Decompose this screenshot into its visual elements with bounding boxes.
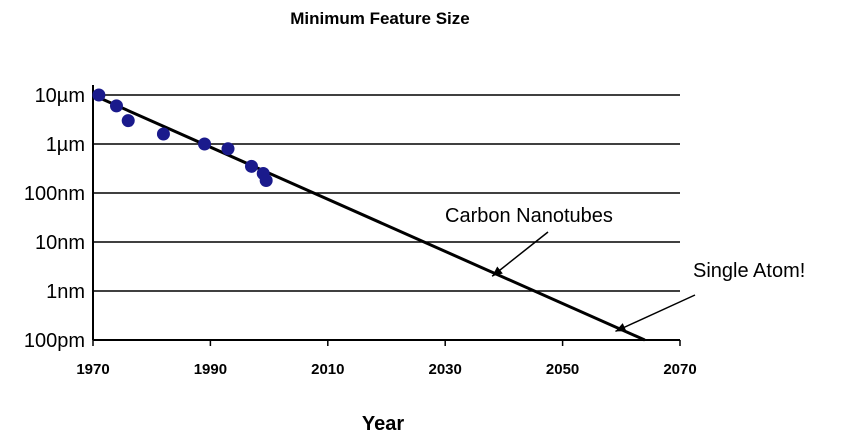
x-tick-label: 2030 (429, 361, 462, 378)
y-tick-label: 100pm (24, 330, 85, 352)
x-axis-ticks: 1970 1990 2010 2030 2050 2070 (76, 340, 697, 378)
data-point (198, 137, 212, 151)
y-tick-label: 10nm (35, 232, 85, 254)
y-tick-label: 100nm (24, 183, 85, 205)
x-tick-label: 2010 (311, 361, 344, 378)
annotation-arrow (615, 294, 696, 333)
data-point (221, 142, 235, 156)
data-point (109, 99, 123, 113)
x-tick-label: 2070 (663, 361, 696, 378)
data-point (121, 114, 135, 128)
annotation-label: Carbon Nanotubes (445, 205, 613, 227)
x-tick-label: 1970 (76, 361, 109, 378)
chart-title: Minimum Feature Size (290, 9, 469, 28)
data-point (259, 173, 273, 187)
annotations: Carbon Nanotubes Single Atom! (445, 205, 805, 333)
y-axis-ticks: 10µm 1µm 100nm 10nm 1nm 100pm (24, 85, 85, 352)
y-tick-label: 1nm (46, 281, 85, 303)
x-axis-label: Year (362, 413, 404, 435)
data-points (92, 88, 273, 187)
grid-lines (93, 94, 680, 292)
annotation-arrow (491, 231, 549, 277)
y-tick-label: 1µm (46, 134, 85, 156)
data-point (92, 88, 106, 102)
arrowhead (492, 266, 503, 277)
data-point (156, 127, 170, 141)
data-point (244, 159, 258, 173)
x-tick-label: 2050 (546, 361, 579, 378)
y-tick-label: 10µm (35, 85, 85, 107)
trend-line (92, 93, 646, 342)
x-tick-label: 1990 (194, 361, 227, 378)
annotation-label: Single Atom! (693, 260, 805, 282)
arrowhead (615, 323, 627, 332)
